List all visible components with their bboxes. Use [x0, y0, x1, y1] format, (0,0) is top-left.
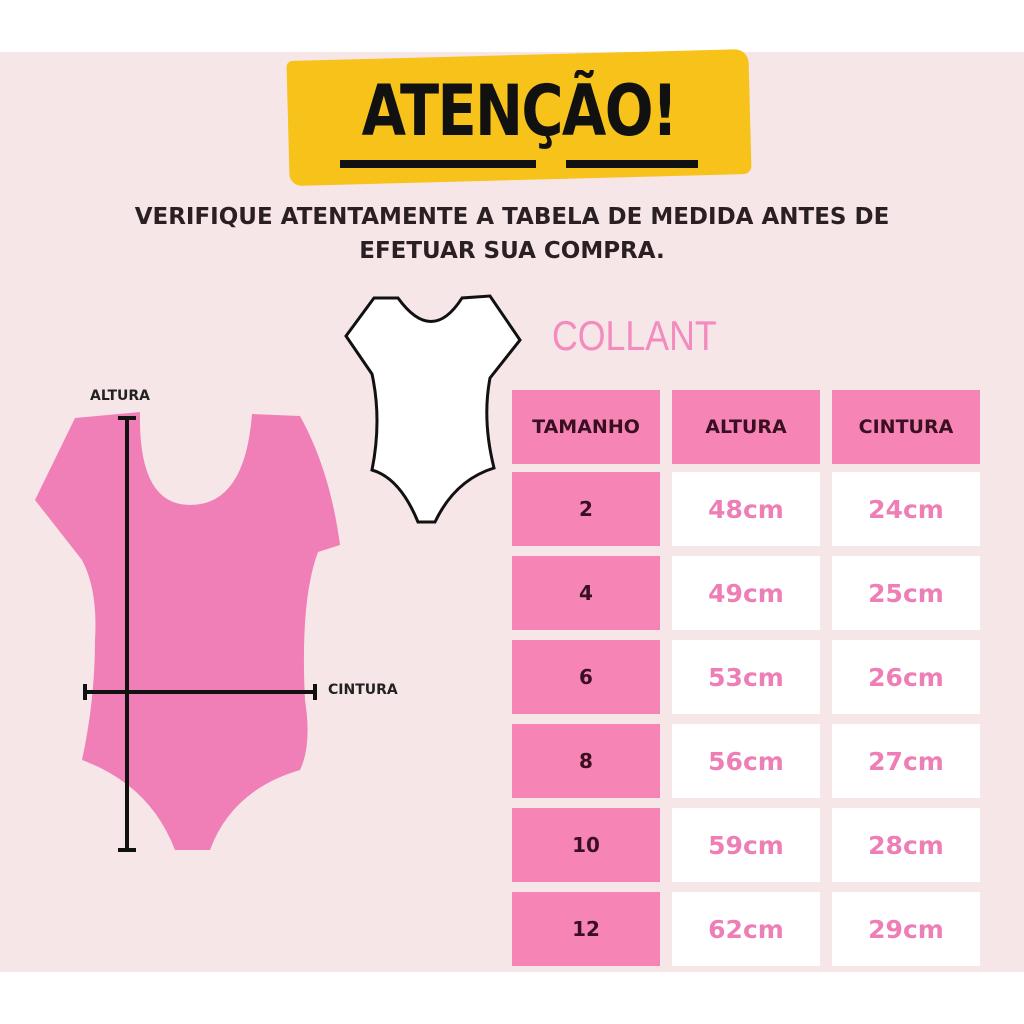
height-label: ALTURA [90, 388, 150, 404]
measure-cell: 62cm [672, 892, 820, 966]
title-underline [566, 160, 698, 168]
measure-cell: 48cm [672, 472, 820, 546]
size-cell: 10 [512, 808, 660, 882]
measure-cell: 29cm [832, 892, 980, 966]
title-underline [340, 160, 536, 168]
measure-cell: 56cm [672, 724, 820, 798]
measure-cell: 49cm [672, 556, 820, 630]
subtitle-line: EFETUAR SUA COMPRA. [359, 238, 665, 264]
measure-cell: 26cm [832, 640, 980, 714]
table-header: ALTURA [672, 390, 820, 464]
size-cell: 4 [512, 556, 660, 630]
table-header: TAMANHO [512, 390, 660, 464]
page-title: ATENÇÃO! [361, 70, 678, 152]
size-cell: 2 [512, 472, 660, 546]
size-cell: 12 [512, 892, 660, 966]
measure-cell: 59cm [672, 808, 820, 882]
measure-cell: 27cm [832, 724, 980, 798]
subtitle: VERIFIQUE ATENTAMENTE A TABELA DE MEDIDA… [40, 200, 984, 268]
size-cell: 6 [512, 640, 660, 714]
subtitle-line: VERIFIQUE ATENTAMENTE A TABELA DE MEDIDA… [134, 204, 890, 230]
table-header: CINTURA [832, 390, 980, 464]
measure-cell: 24cm [832, 472, 980, 546]
measure-cell: 53cm [672, 640, 820, 714]
bodysuit-pink-icon [35, 412, 340, 850]
size-cell: 8 [512, 724, 660, 798]
bodysuit-outline-icon [344, 294, 522, 524]
waist-label: CINTURA [328, 682, 398, 698]
product-name: COLLANT [552, 312, 717, 359]
measure-cell: 28cm [832, 808, 980, 882]
measure-cell: 25cm [832, 556, 980, 630]
